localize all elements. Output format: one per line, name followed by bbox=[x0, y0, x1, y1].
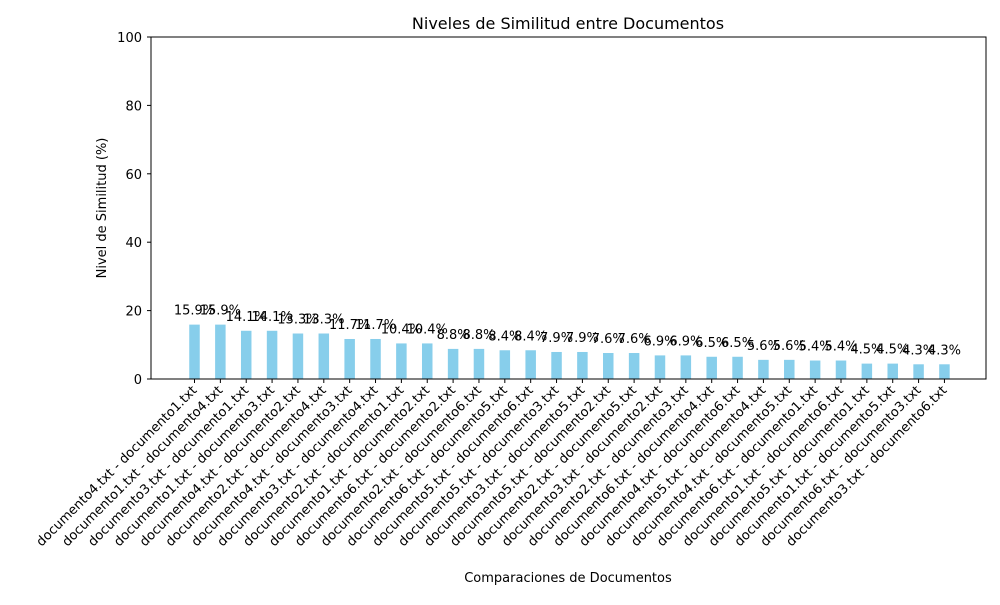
bar bbox=[551, 351, 562, 379]
bar-data-label: 7.9% bbox=[540, 331, 573, 346]
bar-data-label: 4.3% bbox=[902, 343, 935, 358]
bar bbox=[215, 324, 226, 379]
bar bbox=[809, 360, 821, 379]
bar bbox=[835, 360, 847, 379]
bar bbox=[525, 350, 536, 379]
bar-data-label: 6.5% bbox=[695, 336, 728, 351]
bar-data-label: 4.5% bbox=[850, 343, 883, 358]
y-tick-label: 100 bbox=[117, 31, 142, 46]
bar-data-label: 11.7% bbox=[355, 318, 396, 333]
bar-data-label: 4.5% bbox=[876, 343, 909, 358]
bar-data-label: 8.4% bbox=[488, 329, 521, 344]
bar bbox=[887, 363, 898, 379]
bar bbox=[240, 330, 252, 379]
bar-data-label: 4.3% bbox=[928, 343, 961, 358]
bar-data-label: 14.1% bbox=[226, 310, 267, 325]
bar bbox=[473, 348, 485, 379]
bar-data-label: 14.1% bbox=[251, 310, 292, 325]
bar-data-label: 6.5% bbox=[721, 336, 754, 351]
bar-data-label: 5.4% bbox=[824, 340, 857, 355]
bar bbox=[732, 356, 743, 379]
y-axis-label: Nivel de Similitud (%) bbox=[95, 138, 110, 279]
y-axis-ticks: 0 20 40 60 80 100 bbox=[117, 31, 151, 388]
bar-data-label: 5.6% bbox=[773, 339, 806, 354]
data-labels-group: 15.9%15.9%14.1%14.1%13.3%13.3%11.7%11.7%… bbox=[174, 304, 961, 359]
x-axis-ticks: documento4.txt - documento1.txtdocumento… bbox=[34, 379, 950, 550]
bars-group bbox=[189, 324, 950, 379]
bar-data-label: 5.6% bbox=[747, 339, 780, 354]
bar-data-label: 10.4% bbox=[407, 322, 448, 337]
bar bbox=[706, 356, 717, 379]
bar-data-label: 13.3% bbox=[303, 313, 344, 328]
y-tick-label: 60 bbox=[125, 168, 142, 183]
bar bbox=[266, 330, 278, 379]
bar-data-label: 7.9% bbox=[566, 331, 599, 346]
bar bbox=[292, 333, 304, 379]
bar-data-label: 15.9% bbox=[200, 304, 241, 319]
bar-data-label: 8.8% bbox=[437, 328, 470, 343]
bar bbox=[344, 338, 355, 379]
bar-data-label: 8.4% bbox=[514, 329, 547, 344]
bar bbox=[447, 348, 459, 379]
bar bbox=[421, 343, 433, 379]
y-tick-label: 20 bbox=[125, 305, 142, 320]
bar-data-label: 7.6% bbox=[618, 332, 651, 347]
bar bbox=[603, 353, 614, 379]
y-tick-label: 0 bbox=[134, 373, 142, 388]
bar-data-label: 5.4% bbox=[799, 340, 832, 355]
bar bbox=[499, 350, 511, 379]
bar bbox=[396, 343, 407, 379]
bar bbox=[654, 355, 666, 379]
bar bbox=[784, 359, 795, 379]
plot-frame bbox=[150, 36, 987, 380]
bar bbox=[370, 338, 381, 379]
bar-data-label: 15.9% bbox=[174, 304, 215, 319]
y-tick-label: 40 bbox=[125, 236, 142, 251]
bar bbox=[939, 364, 950, 379]
bar bbox=[913, 364, 924, 379]
bar-data-label: 6.9% bbox=[669, 334, 702, 349]
bar bbox=[861, 363, 873, 379]
bar-data-label: 8.8% bbox=[462, 328, 495, 343]
x-axis-label: Comparaciones de Documentos bbox=[464, 571, 672, 586]
bar-data-label: 13.3% bbox=[277, 313, 318, 328]
bar-data-label: 11.7% bbox=[329, 318, 370, 333]
chart-title: Niveles de Similitud entre Documentos bbox=[412, 14, 724, 33]
bar bbox=[680, 355, 692, 379]
bar-data-label: 10.4% bbox=[381, 322, 422, 337]
y-tick-label: 80 bbox=[125, 99, 142, 114]
bar bbox=[628, 353, 640, 379]
bar bbox=[189, 324, 200, 379]
bar bbox=[758, 359, 769, 379]
bar bbox=[577, 351, 588, 379]
bar-data-label: 6.9% bbox=[643, 334, 676, 349]
bar bbox=[318, 333, 330, 379]
bar-data-label: 7.6% bbox=[592, 332, 625, 347]
